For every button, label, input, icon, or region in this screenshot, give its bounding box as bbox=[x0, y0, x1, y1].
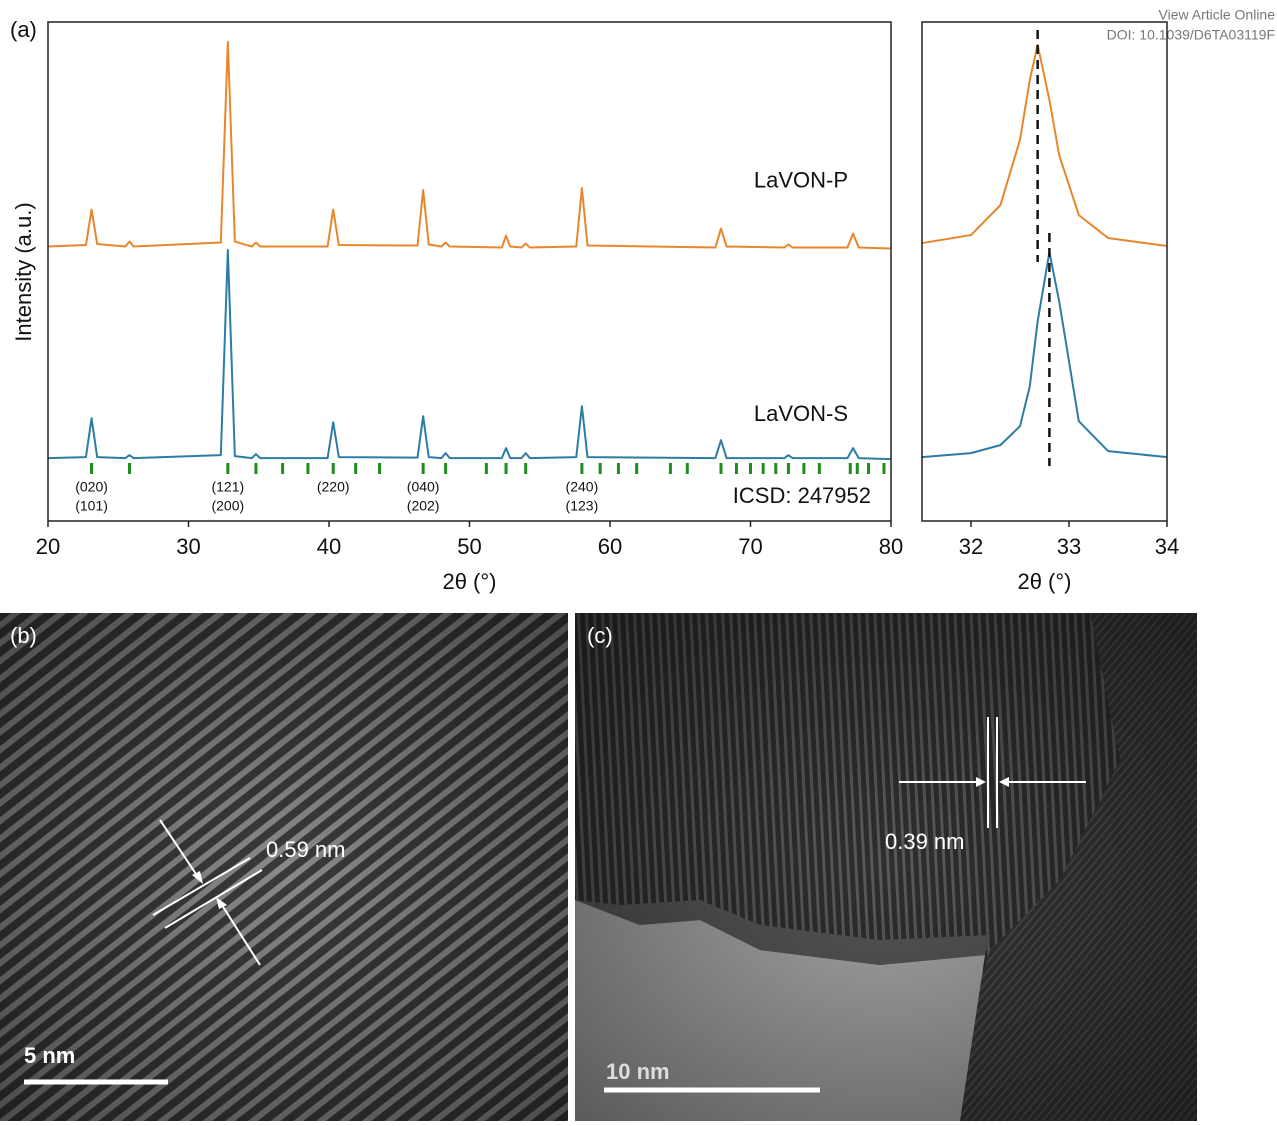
scale-bar-label: 10 nm bbox=[606, 1059, 670, 1084]
hkl-label: (020) bbox=[75, 479, 108, 495]
x-tick-label: 30 bbox=[176, 534, 200, 559]
tem-image-c bbox=[575, 613, 1197, 1121]
xrd-trace bbox=[922, 45, 1167, 246]
hkl-label: (040) bbox=[407, 479, 440, 495]
panel-label: (c) bbox=[587, 623, 613, 648]
x-tick-label: 80 bbox=[879, 534, 903, 559]
xrd-trace bbox=[922, 252, 1167, 457]
x-tick-label: 34 bbox=[1155, 534, 1179, 559]
hkl-label: (123) bbox=[566, 498, 599, 514]
hkl-label: (202) bbox=[407, 498, 440, 514]
x-tick-label: 32 bbox=[959, 534, 983, 559]
figure: View Article Online DOI: 10.1039/D6TA031… bbox=[0, 0, 1277, 1121]
panel-label: (a) bbox=[10, 17, 37, 42]
x-axis-label: 2θ (°) bbox=[1017, 569, 1071, 594]
series-label: LaVON-P bbox=[754, 167, 848, 192]
doi: DOI: 10.1039/D6TA03119F bbox=[1107, 27, 1275, 43]
x-tick-label: 40 bbox=[317, 534, 341, 559]
plot-frame bbox=[48, 22, 891, 521]
x-axis-label: 2θ (°) bbox=[442, 569, 496, 594]
lattice-spacing: 0.39 nm bbox=[885, 829, 965, 854]
x-tick-label: 50 bbox=[457, 534, 481, 559]
hkl-label: (101) bbox=[75, 498, 108, 514]
reference-label: ICSD: 247952 bbox=[733, 483, 871, 508]
plot-frame bbox=[922, 22, 1167, 521]
hkl-label: (220) bbox=[317, 479, 350, 495]
tem-image-b bbox=[0, 613, 568, 1121]
lattice-spacing: 0.59 nm bbox=[266, 837, 346, 862]
hkl-label: (200) bbox=[211, 498, 244, 514]
view-online-link[interactable]: View Article Online bbox=[1159, 7, 1276, 23]
x-tick-label: 20 bbox=[36, 534, 60, 559]
x-tick-label: 33 bbox=[1057, 534, 1081, 559]
hkl-label: (121) bbox=[211, 479, 244, 495]
xrd-trace bbox=[48, 250, 891, 459]
scale-bar-label: 5 nm bbox=[24, 1043, 75, 1068]
x-tick-label: 60 bbox=[598, 534, 622, 559]
y-axis-label: Intensity (a.u.) bbox=[11, 202, 36, 341]
series-label: LaVON-S bbox=[754, 401, 848, 426]
xrd-trace bbox=[48, 42, 891, 249]
x-tick-label: 70 bbox=[738, 534, 762, 559]
hkl-label: (240) bbox=[566, 479, 599, 495]
panel-label: (b) bbox=[10, 623, 37, 648]
